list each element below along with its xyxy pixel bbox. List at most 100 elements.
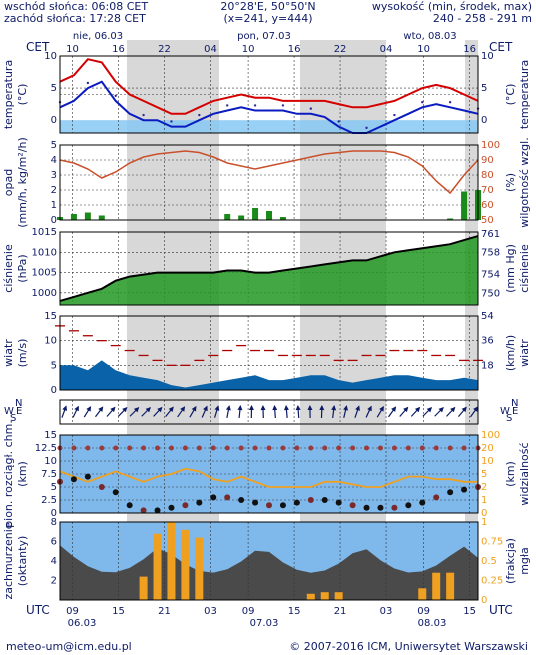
wind-arrow [153, 406, 163, 417]
cloud-base-dot [84, 473, 91, 480]
right-label: temperatura [518, 60, 531, 129]
wind-arrow [295, 405, 301, 419]
cloud-base-dot [279, 502, 286, 509]
compass-label: W [4, 406, 14, 417]
wind-arrow [95, 406, 104, 418]
precip-bar [447, 218, 454, 220]
tick-label: 0 [481, 508, 487, 519]
cloud-base-dot [293, 499, 300, 506]
high-cloud-dot [391, 445, 397, 451]
compass-label: N [511, 398, 518, 409]
dewpoint-dot [114, 94, 117, 97]
hour-label: 22 [334, 44, 347, 55]
cloud-base-dot [461, 486, 468, 493]
precip-bar [84, 212, 91, 220]
hour-label: 16 [288, 44, 301, 55]
panel-frame [59, 231, 479, 306]
cloud-base-dot [321, 497, 328, 503]
high-cloud-dot [433, 445, 439, 451]
cloud-base-dot [112, 489, 119, 496]
hour-label: 03 [380, 606, 393, 617]
visibility-line [59, 467, 478, 488]
cloud-base-dot [210, 494, 217, 501]
tick-label: 50 [481, 215, 494, 226]
wind-arrow [365, 405, 372, 418]
dewpoint-dot [421, 101, 424, 104]
wind-arrow [237, 405, 243, 419]
panel-frame [59, 521, 479, 601]
hour-label: 09 [417, 606, 430, 617]
tick-label: 4 [51, 155, 57, 166]
tick-label: 0 [481, 115, 487, 126]
fog-bar [432, 572, 441, 600]
wind-arrow [331, 405, 337, 419]
right-unit: (frakcja) [504, 538, 517, 584]
sunrise-text: wschód słońca: 06:08 CET [4, 0, 148, 13]
dewpoint-dot [393, 113, 396, 117]
high-cloud-dot [155, 445, 161, 451]
wind-arrow [410, 406, 421, 417]
cloud-base-dot [363, 504, 370, 511]
compass-label: E [512, 406, 518, 417]
cloud-base-dot [377, 504, 384, 511]
fog-bar [167, 522, 176, 600]
cloud-base-dot [405, 502, 412, 509]
tz-top-right: CET [489, 40, 513, 54]
high-cloud-dot [447, 445, 453, 451]
tick-label: 5 [51, 360, 57, 371]
panel-frame [59, 315, 479, 391]
tick-label: 1 [481, 495, 487, 506]
wind-arrow [201, 405, 208, 418]
tick-label: 10 [44, 336, 57, 347]
high-cloud-dot [210, 445, 216, 451]
tick-label: 1005 [32, 268, 57, 279]
tick-label: 12.5 [35, 443, 57, 454]
wind-arrow [83, 406, 92, 418]
hour-label: 03 [204, 606, 217, 617]
clouds-panel: 2 4 6 8 0 0.25 0.5 0.75 1 zachmurzenie (oktanty) (f… [2, 517, 531, 606]
panel-frame [59, 434, 479, 514]
grid-text: (x=241, y=444) [223, 12, 312, 25]
cloud-base-dot [419, 499, 426, 506]
dewpoint-dot [365, 126, 368, 130]
high-cloud-dot [99, 445, 105, 451]
left-unit: (mm/h, kg/m²/h) [16, 137, 29, 228]
dewpoint-dot [281, 104, 285, 107]
precip-bar [98, 215, 105, 220]
date-label: 07.03 [250, 618, 279, 629]
left-label: pion. rozciągł. chm. [2, 420, 15, 528]
tick-label: 8 [51, 517, 57, 528]
hour-label: 04 [204, 44, 217, 55]
left-label: opad [2, 169, 15, 196]
wind-arrow [72, 405, 79, 418]
cloud-base-dot [447, 489, 454, 496]
cloud-base-dot [126, 502, 133, 509]
compass-label: W [500, 406, 510, 417]
tick-label: 758 [481, 247, 500, 258]
cloud-base-dot [140, 507, 147, 514]
footer-email[interactable]: meteo-um@icm.edu.pl [6, 640, 132, 653]
wind-arrow [354, 405, 360, 418]
height-label: wysokość (min, środek, max) [372, 0, 532, 13]
tick-label: 0 [51, 115, 57, 126]
panel-frame [59, 144, 479, 221]
sunset-text: zachód słońca: 17:28 CET [4, 12, 146, 25]
wind-arrow [343, 405, 348, 418]
dewpoint-dot [226, 104, 229, 107]
tick-label: 36 [481, 336, 494, 347]
pressure-area [60, 236, 478, 305]
tick-label: 0.25 [481, 576, 503, 587]
tick-label: 10 [44, 51, 57, 62]
hour-label: 09 [242, 606, 255, 617]
tick-label: 54 [481, 311, 494, 322]
tick-label: 5 [481, 469, 487, 480]
tick-label: 761 [481, 229, 500, 240]
panel-frame [59, 55, 479, 134]
high-cloud-dot [461, 445, 467, 451]
fog-bar [418, 588, 427, 600]
compass-label: S [506, 413, 512, 424]
high-cloud-dot [127, 445, 133, 451]
